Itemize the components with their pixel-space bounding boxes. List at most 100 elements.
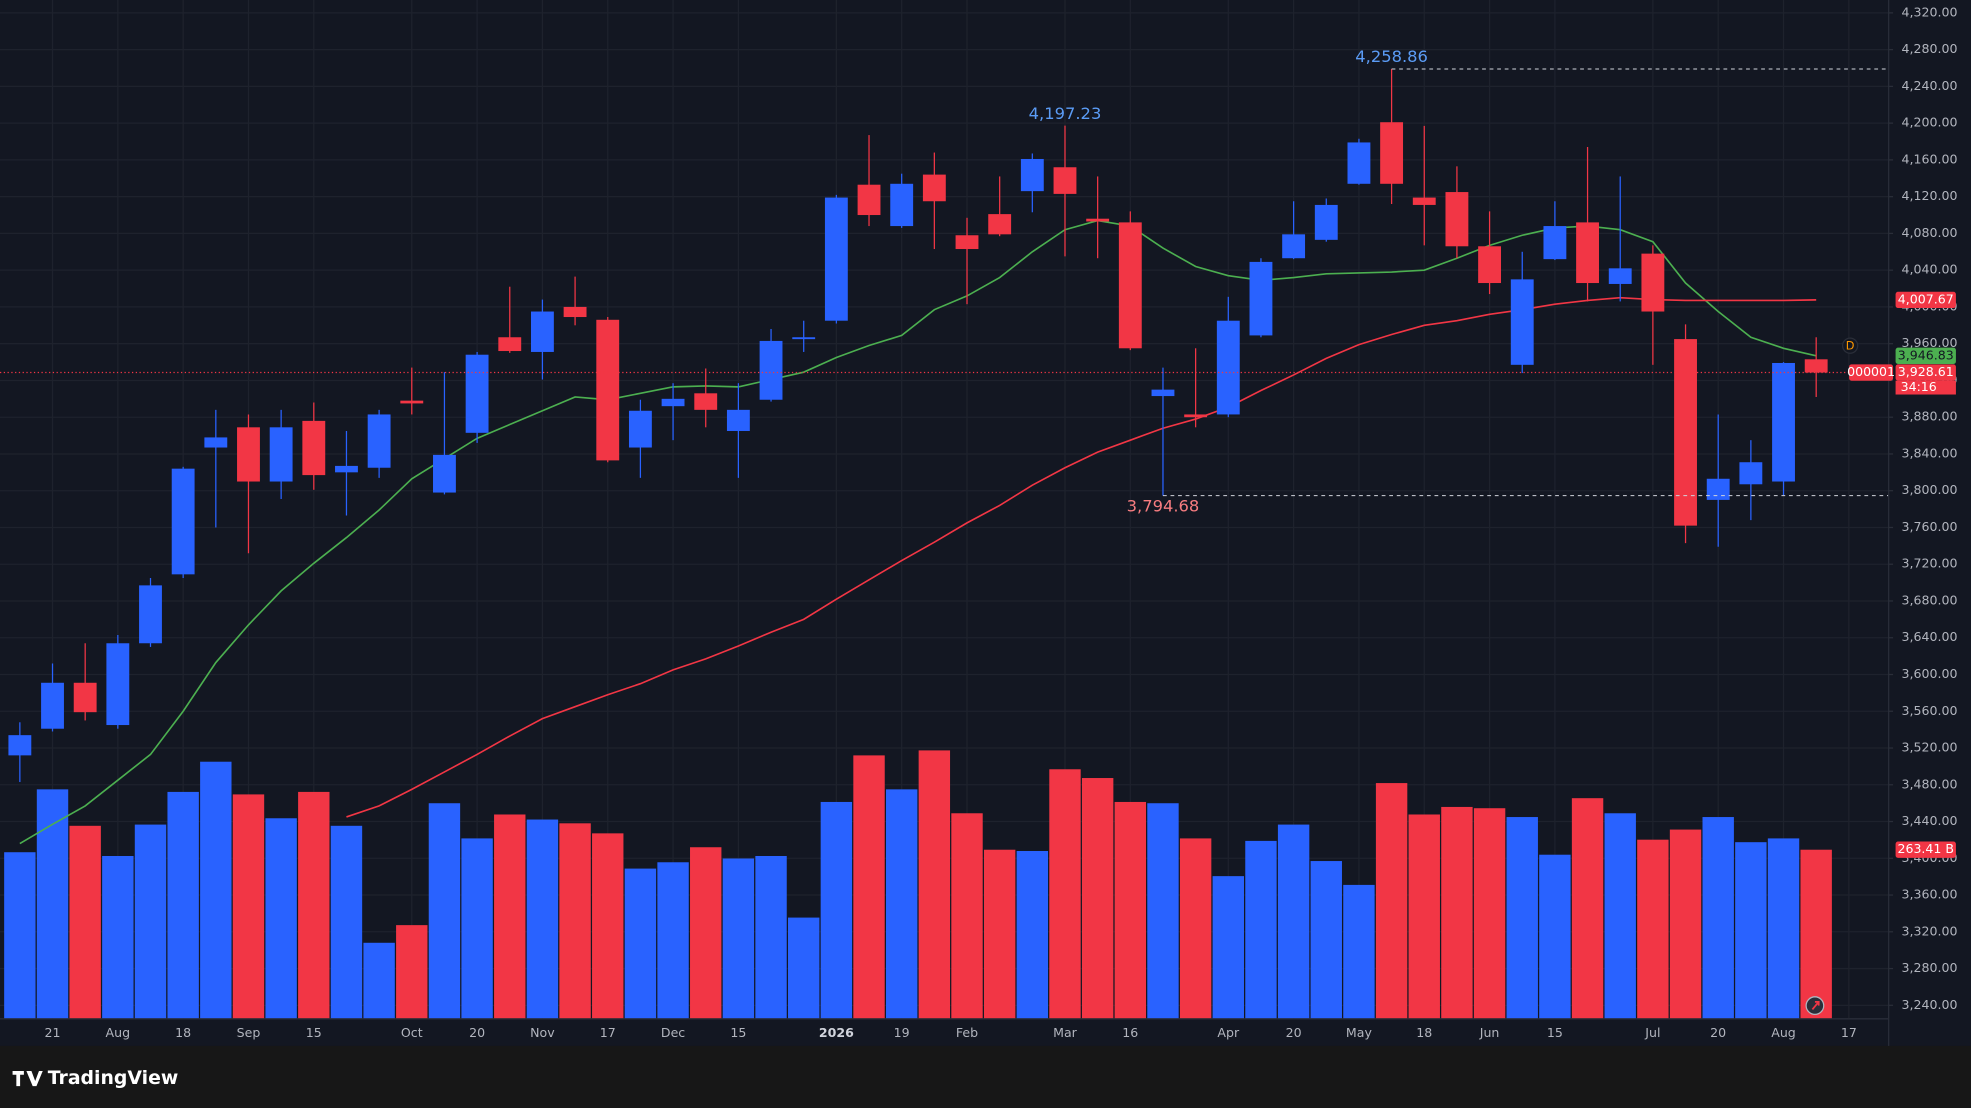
volume-bar: [200, 761, 232, 1019]
candle-body: [433, 454, 456, 493]
candle-body: [1608, 268, 1632, 284]
volume-bar: [167, 791, 199, 1019]
candle-body: [596, 319, 620, 461]
y-tick-label: 3,800.00: [1902, 482, 1958, 497]
extreme-label: 3,794.68: [1127, 496, 1200, 515]
symbol-tag: 000001: [1847, 364, 1895, 379]
candle-body: [335, 465, 358, 473]
candle-body: [1184, 414, 1208, 418]
x-tick-label: 20: [1286, 1025, 1302, 1040]
candle-body: [1086, 218, 1110, 222]
x-tick-label: Feb: [956, 1025, 978, 1040]
series-price-tag-bg: [1895, 291, 1956, 309]
volume-bar: [657, 862, 689, 1019]
volume-bar: [853, 755, 885, 1019]
volume-bar: [755, 855, 787, 1019]
volume-bar: [1800, 849, 1832, 1019]
volume-bar: [690, 847, 722, 1019]
volume-bar: [788, 917, 820, 1019]
candle-body: [1314, 204, 1338, 240]
x-tick-label: 2026: [819, 1025, 854, 1040]
candle-body: [1576, 222, 1599, 284]
volume-bar: [983, 849, 1016, 1019]
series-price-tag: 3,946.83: [1898, 347, 1954, 362]
candle-body: [498, 337, 522, 352]
volume-tag: 263.41 B: [1897, 841, 1954, 856]
volume-bar: [592, 833, 624, 1019]
candle-body: [563, 306, 587, 318]
volume-bar: [1669, 829, 1702, 1019]
candle-body: [106, 643, 130, 726]
x-tick-label: Oct: [401, 1025, 423, 1040]
candle-body: [1641, 253, 1665, 312]
volume-bar: [1702, 817, 1734, 1019]
volume-bar: [1441, 806, 1473, 1019]
volume-bar: [1049, 769, 1081, 1019]
countdown-bg: [1895, 380, 1956, 395]
candle-body: [857, 184, 881, 216]
moving-average-line: [346, 296, 1817, 818]
y-tick-label: 3,680.00: [1902, 592, 1958, 607]
volume-bar: [1735, 842, 1767, 1019]
y-tick-label: 3,520.00: [1902, 740, 1958, 755]
candle-body: [955, 235, 979, 250]
candle-body: [73, 682, 97, 713]
y-tick-label: 4,280.00: [1902, 41, 1958, 56]
y-tick-label: 3,240.00: [1902, 997, 1958, 1012]
x-tick-label: Nov: [530, 1025, 555, 1040]
candle-body: [465, 354, 489, 433]
y-tick-label: 3,360.00: [1902, 887, 1958, 902]
series-price-tag-bg: [1895, 347, 1956, 364]
brand-name: TradingView: [48, 1068, 179, 1089]
candle-body: [1249, 261, 1273, 336]
y-tick-label: 3,480.00: [1902, 776, 1958, 791]
series-price-tag: 4,007.67: [1898, 291, 1954, 306]
volume-bar: [1114, 801, 1147, 1019]
last-price-tag-bg: [1895, 364, 1956, 381]
candle-body: [1053, 167, 1077, 194]
volume-bar: [624, 868, 657, 1019]
volume-bar: [918, 750, 951, 1019]
y-tick-label: 4,160.00: [1902, 151, 1958, 166]
x-tick-label: 20: [469, 1025, 485, 1040]
volume-bar: [396, 925, 428, 1019]
x-tick-label: May: [1346, 1025, 1373, 1040]
volume-bar: [1408, 814, 1440, 1019]
replay-icon-glyph: [1811, 1000, 1820, 1010]
volume-bar: [1767, 838, 1800, 1019]
volume-bar: [820, 801, 853, 1019]
y-tick-label: 3,840.00: [1902, 445, 1958, 460]
volume-bar: [330, 825, 363, 1019]
volume-bar: [428, 803, 461, 1019]
candle-body: [1804, 359, 1828, 373]
volume-bar: [1571, 798, 1604, 1019]
y-tick-label: 3,720.00: [1902, 556, 1958, 571]
candle-body: [1445, 192, 1469, 247]
volume-bar: [461, 838, 493, 1019]
x-tick-label: 18: [175, 1025, 191, 1040]
brand-logo: TradingView: [12, 1068, 179, 1089]
x-tick-label: 17: [600, 1025, 616, 1040]
period-marker: D: [1846, 339, 1855, 352]
x-tick-label: 21: [45, 1025, 61, 1040]
volume-bar: [1343, 884, 1375, 1019]
candle-body: [269, 427, 293, 482]
y-tick-label: 3,440.00: [1902, 813, 1958, 828]
y-tick-label: 4,080.00: [1902, 225, 1958, 240]
candle-body: [759, 340, 783, 400]
volume-bar: [722, 858, 755, 1019]
extreme-label: 4,258.86: [1355, 47, 1428, 66]
x-tick-label: Jun: [1479, 1025, 1500, 1040]
volume-bar: [363, 942, 395, 1019]
candle-body: [8, 735, 32, 756]
volume-bar: [1179, 838, 1212, 1019]
x-tick-label: 20: [1710, 1025, 1726, 1040]
x-tick-label: 17: [1841, 1025, 1857, 1040]
y-tick-label: 4,040.00: [1902, 262, 1958, 277]
y-tick-label: 3,280.00: [1902, 960, 1958, 975]
volume-bar: [1539, 854, 1571, 1019]
candle-body: [1380, 122, 1404, 184]
y-tick-label: 4,120.00: [1902, 188, 1958, 203]
candle-body: [890, 183, 914, 227]
footer: [0, 1045, 1971, 1108]
